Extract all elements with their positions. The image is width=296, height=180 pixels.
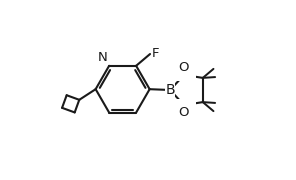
Text: F: F <box>151 47 159 60</box>
Text: N: N <box>97 51 107 64</box>
Text: O: O <box>179 61 189 74</box>
Text: B: B <box>165 83 175 97</box>
Text: O: O <box>179 106 189 119</box>
